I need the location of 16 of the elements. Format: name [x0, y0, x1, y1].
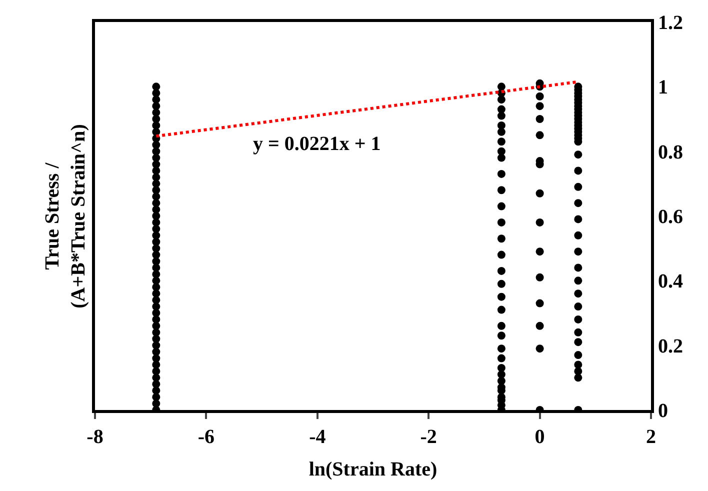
y-tick-label: 0.6 — [658, 206, 683, 228]
y-tick-label: 0.8 — [658, 141, 683, 164]
x-tick-label: 2 — [646, 426, 656, 448]
y-axis-title: True Stress / (A+B*True Strain^n) — [41, 124, 90, 308]
y-tick-label: 1.2 — [658, 12, 683, 34]
y-tick-label: 1 — [658, 76, 668, 99]
y-tick-label: 0 — [658, 400, 668, 422]
x-axis-title: ln(Strain Rate) — [308, 458, 438, 480]
x-tick-label: -8 — [86, 426, 104, 448]
x-tick-label: -6 — [198, 426, 215, 448]
x-tick-label: 0 — [534, 426, 545, 448]
y-tick-label: 0.2 — [658, 335, 683, 358]
x-tick-label: -4 — [309, 426, 326, 448]
annotation: y = 0.0221x + 1 — [253, 133, 381, 155]
x-tick-label: -2 — [420, 426, 437, 448]
y-tick-label: 0.4 — [658, 270, 683, 293]
